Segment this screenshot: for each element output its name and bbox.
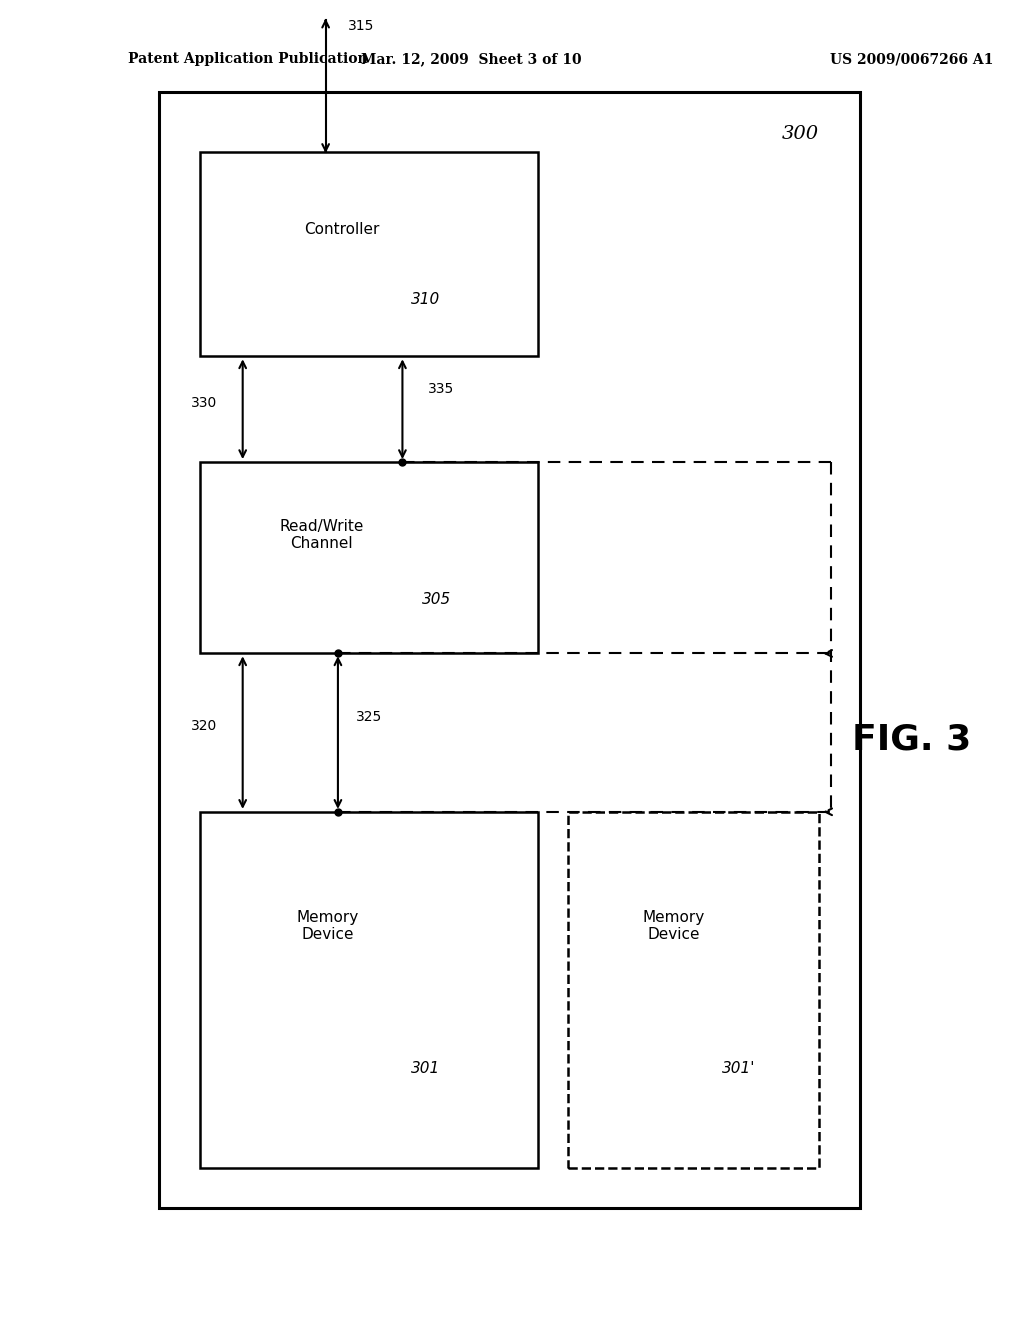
Bar <box>200 812 538 1168</box>
Text: Controller: Controller <box>304 222 379 238</box>
Text: Patent Application Publication: Patent Application Publication <box>128 53 368 66</box>
Text: Mar. 12, 2009  Sheet 3 of 10: Mar. 12, 2009 Sheet 3 of 10 <box>360 53 582 66</box>
Text: 335: 335 <box>428 383 455 396</box>
Text: 315: 315 <box>348 20 375 33</box>
Text: 301: 301 <box>412 1061 440 1076</box>
Text: 320: 320 <box>190 719 217 733</box>
Text: 310: 310 <box>412 292 440 306</box>
Text: FIG. 3: FIG. 3 <box>852 722 971 756</box>
Text: 300: 300 <box>782 125 819 144</box>
Text: 305: 305 <box>422 593 451 607</box>
Bar <box>200 152 538 356</box>
Text: Memory
Device: Memory Device <box>297 909 359 942</box>
Text: 330: 330 <box>190 396 217 409</box>
Text: US 2009/0067266 A1: US 2009/0067266 A1 <box>829 53 993 66</box>
Text: 325: 325 <box>356 710 383 723</box>
Bar <box>159 92 860 1208</box>
Bar <box>568 812 819 1168</box>
Text: Read/Write
Channel: Read/Write Channel <box>280 519 364 550</box>
Text: Memory
Device: Memory Device <box>643 909 705 942</box>
Text: 301': 301' <box>722 1061 756 1076</box>
Bar <box>200 462 538 653</box>
